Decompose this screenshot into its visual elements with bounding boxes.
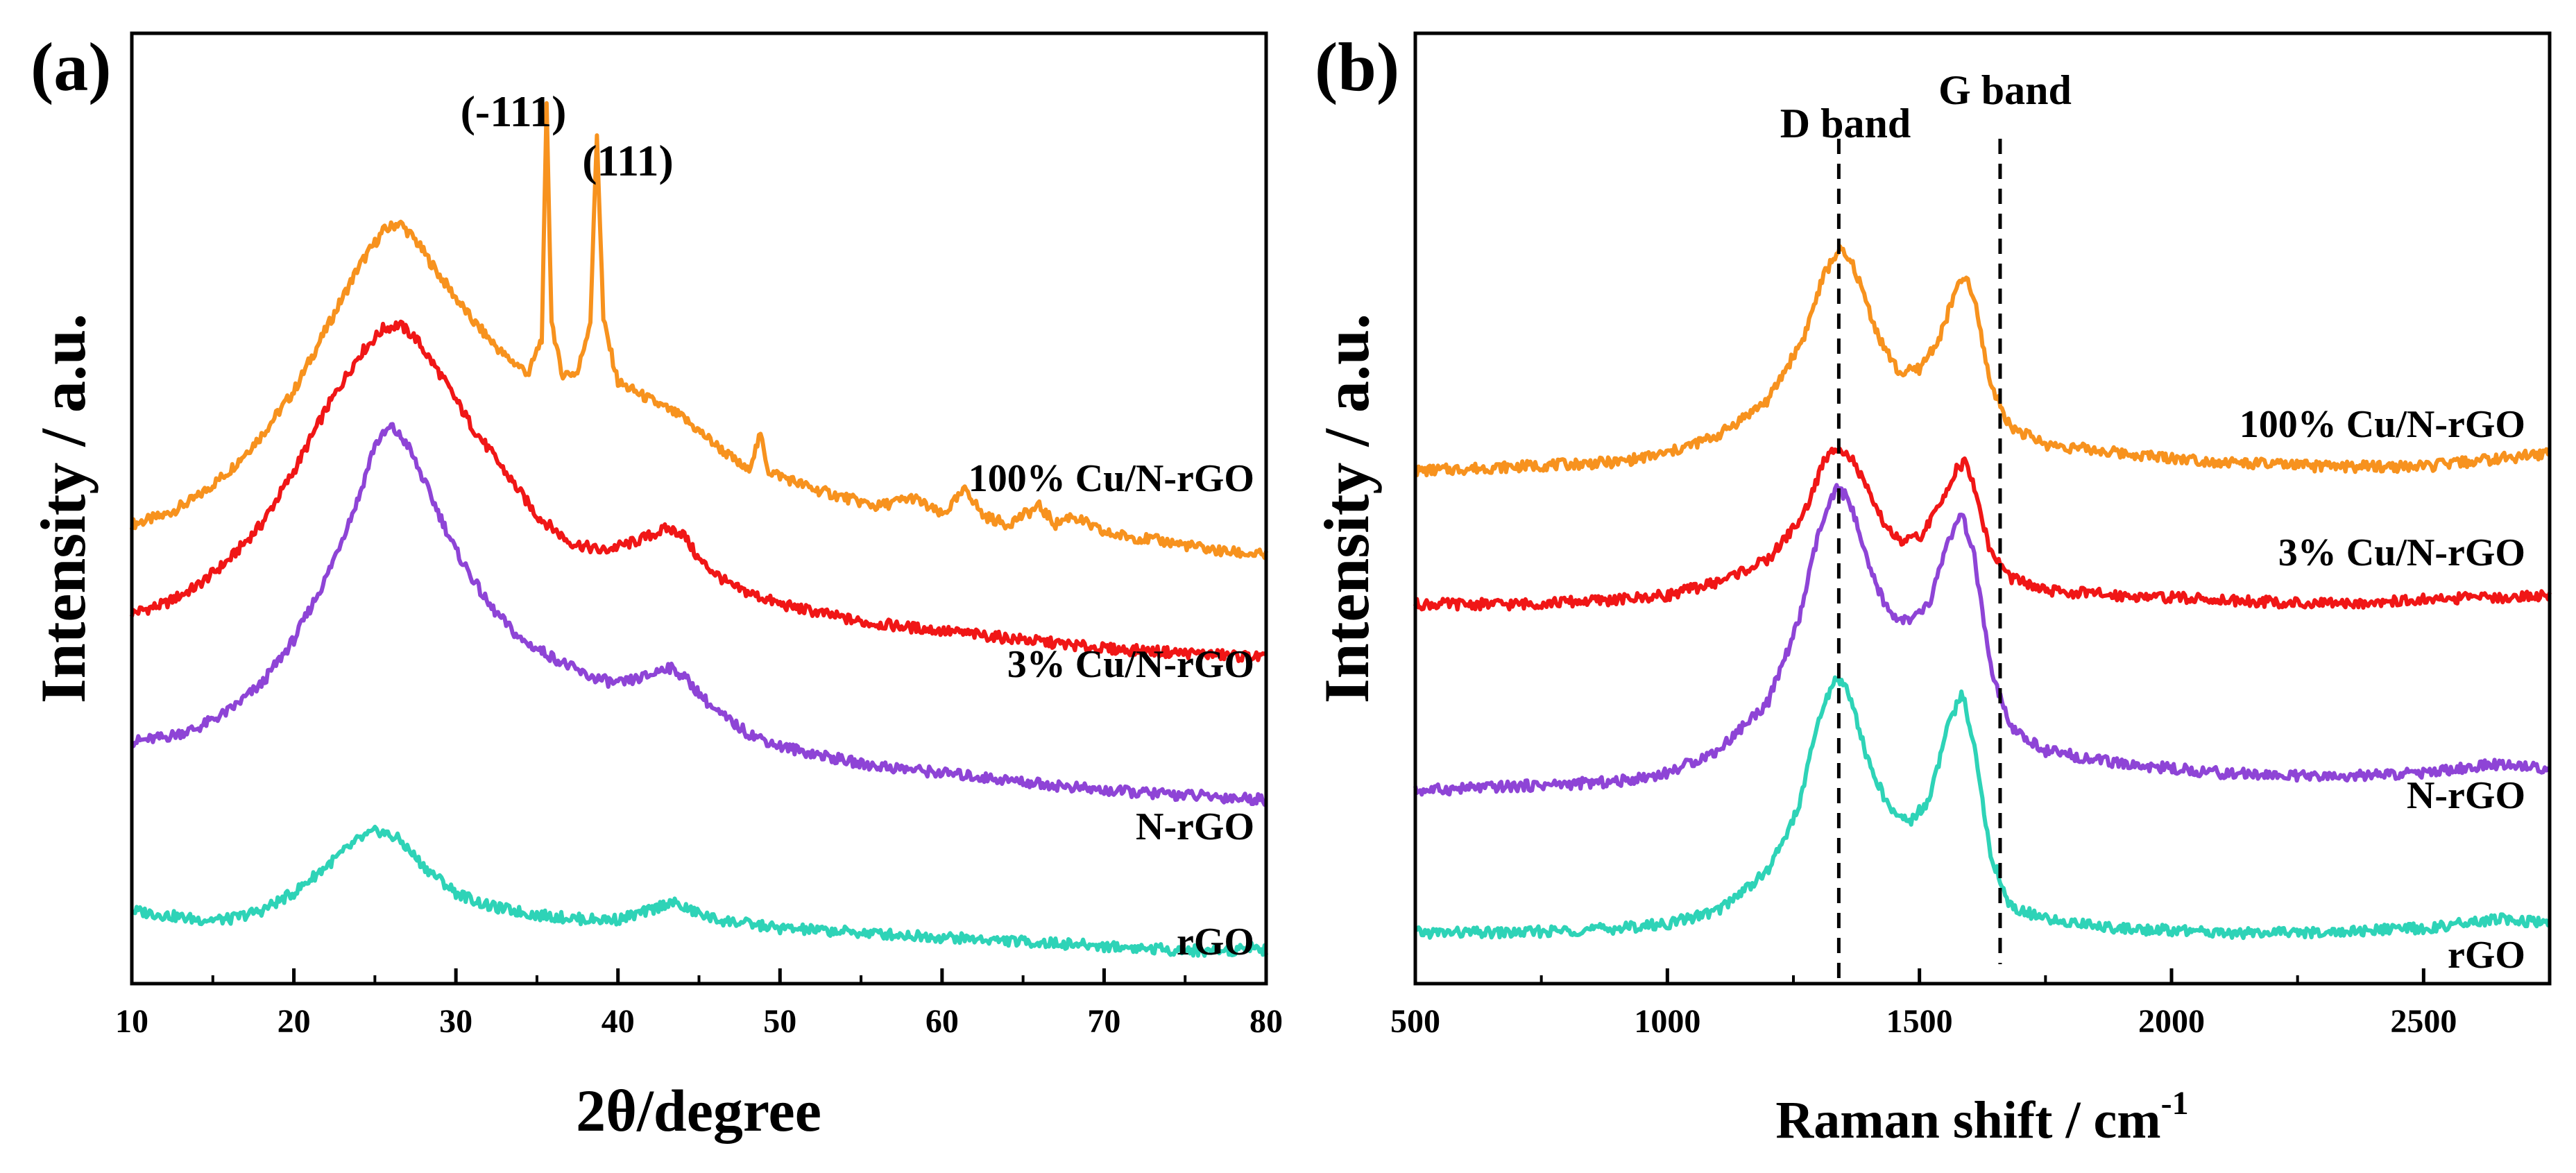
x-tick-label: 500 — [1390, 1003, 1440, 1040]
series-line-100-cu-n-rgo — [130, 101, 1268, 560]
panel-b-series-labels: 100% Cu/N-rGO 3% Cu/N-rGO N-rGO rGO — [2240, 403, 2525, 977]
series-line-n-rgo — [1413, 483, 2552, 797]
raman-shift-superscript: -1 — [2161, 1085, 2189, 1122]
series-line-n-rgo — [130, 422, 1268, 807]
series-line-3-cu-n-rgo — [1413, 447, 2552, 612]
raman-shift-label: Raman shift / cm — [1775, 1091, 2160, 1149]
series-label-3cu: 3% Cu/N-rGO — [2278, 531, 2525, 574]
x-tick-label: 1500 — [1886, 1003, 1953, 1040]
series-label-3cu: 3% Cu/N-rGO — [1007, 643, 1254, 686]
panel-b-x-ticks: 500 1000 1500 2000 2500 — [1390, 968, 2457, 1040]
peak-label-111: (111) — [582, 136, 674, 185]
x-tick-label: 2000 — [2138, 1003, 2205, 1040]
series-line-rgo — [130, 824, 1268, 958]
x-tick-label: 2500 — [2390, 1003, 2457, 1040]
panel-b-frame — [1413, 31, 2552, 986]
series-label-nrgo: N-rGO — [1136, 805, 1254, 848]
panel-b-reference-lines: D band G band — [1780, 67, 2072, 985]
series-label-rgo: rGO — [1177, 921, 1254, 964]
panel-a-x-ticks: 10 20 30 40 50 60 70 80 — [115, 968, 1283, 1040]
series-label-100cu: 100% Cu/N-rGO — [969, 457, 1254, 500]
panel-b-y-axis-title: Intensity / a.u. — [1311, 314, 1382, 703]
x-tick-label: 30 — [439, 1003, 472, 1040]
panel-b-plot — [1413, 244, 2552, 941]
panel-b-x-axis-title: Raman shift / cm-1 — [1775, 1085, 2188, 1149]
series-label-100cu: 100% Cu/N-rGO — [2240, 403, 2525, 446]
panel-b-label: (b) — [1315, 28, 1399, 105]
series-label-nrgo: N-rGO — [2407, 774, 2525, 817]
panel-a-plot — [130, 101, 1268, 958]
x-tick-label: 60 — [926, 1003, 959, 1040]
x-tick-label: 20 — [278, 1003, 311, 1040]
series-label-rgo: rGO — [2448, 934, 2525, 977]
peak-label-minus111: (-111) — [461, 87, 567, 136]
series-line-rgo — [1415, 675, 2551, 941]
d-band-label: D band — [1780, 101, 1911, 146]
x-tick-label: 1000 — [1634, 1003, 1700, 1040]
panel-a-label: (a) — [31, 28, 112, 105]
g-band-label: G band — [1938, 67, 2072, 113]
panel-a-y-axis-title: Intensity / a.u. — [28, 314, 99, 703]
x-tick-label: 40 — [602, 1003, 635, 1040]
x-tick-label: 50 — [763, 1003, 796, 1040]
series-line-100-cu-n-rgo — [1415, 244, 2551, 478]
panel-a-frame — [130, 31, 1268, 986]
x-tick-label: 70 — [1087, 1003, 1120, 1040]
panel-a: (a) (-111) (111) 100% Cu/N-rGO 3% Cu/N-r… — [28, 28, 1283, 1144]
series-line-3-cu-n-rgo — [130, 319, 1268, 664]
panel-b: (b) D band G band 100% Cu/N-rGO 3% Cu/N-… — [1311, 28, 2552, 1149]
x-tick-label: 80 — [1249, 1003, 1283, 1040]
x-tick-label: 10 — [115, 1003, 148, 1040]
panel-a-series-labels: 100% Cu/N-rGO 3% Cu/N-rGO N-rGO rGO — [969, 457, 1254, 964]
panel-a-x-axis-title: 2θ/degree — [576, 1077, 821, 1144]
panel-a-annotations: (-111) (111) — [461, 87, 674, 185]
